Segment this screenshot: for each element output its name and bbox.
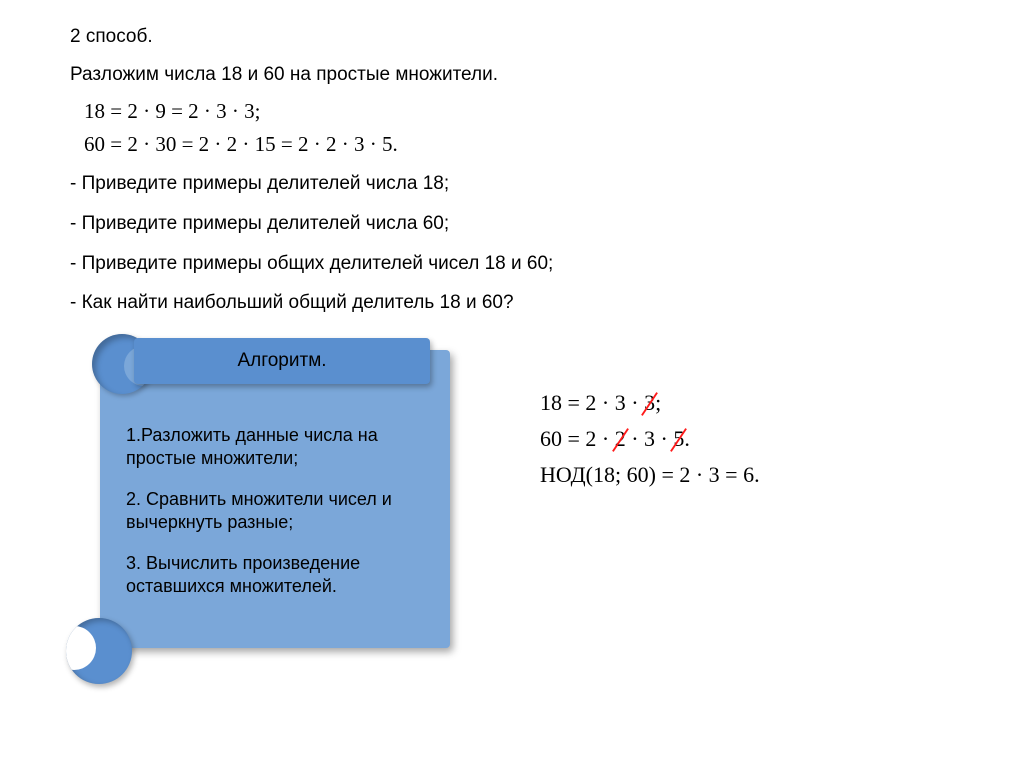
slide: 2 способ. Разложим числа 18 и 60 на прос… — [0, 0, 1024, 768]
factorization-18: 18 = 2 · 9 = 2 · 3 · 3; — [84, 99, 964, 124]
intro-text: Разложим числа 18 и 60 на простые множит… — [70, 62, 964, 88]
algo-step: 1.Разложить данные числа на простые множ… — [126, 424, 430, 470]
algorithm-scroll: 1.Разложить данные числа на простые множ… — [70, 338, 450, 678]
bullet-item: - Приведите примеры общих делителей чисе… — [70, 251, 964, 277]
algo-step: 2. Сравнить множители чисел и вычеркнуть… — [126, 488, 430, 534]
algorithm-body: 1.Разложить данные числа на простые множ… — [100, 350, 450, 648]
example-18: 18 = 2 · 3 · 3; — [540, 390, 760, 416]
gcd-result: НОД(18; 60) = 2 · 3 = 6. — [540, 462, 760, 488]
method-heading: 2 способ. — [70, 24, 964, 50]
factorization-60: 60 = 2 · 30 = 2 · 2 · 15 = 2 · 2 · 3 · 5… — [84, 132, 964, 157]
question-list: - Приведите примеры делителей числа 18; … — [70, 171, 964, 316]
algorithm-title: Алгоритм. — [134, 338, 430, 384]
worked-example: 18 = 2 · 3 · 3; 60 = 2 · 2 · 3 · 5. НОД(… — [540, 384, 760, 498]
scroll-curl-icon — [66, 618, 132, 684]
example-60: 60 = 2 · 2 · 3 · 5. — [540, 426, 760, 452]
bullet-item: - Как найти наибольший общий делитель 18… — [70, 290, 964, 316]
bullet-item: - Приведите примеры делителей числа 18; — [70, 171, 964, 197]
bullet-item: - Приведите примеры делителей числа 60; — [70, 211, 964, 237]
algo-step: 3. Вычислить произведение оставшихся мно… — [126, 552, 430, 598]
